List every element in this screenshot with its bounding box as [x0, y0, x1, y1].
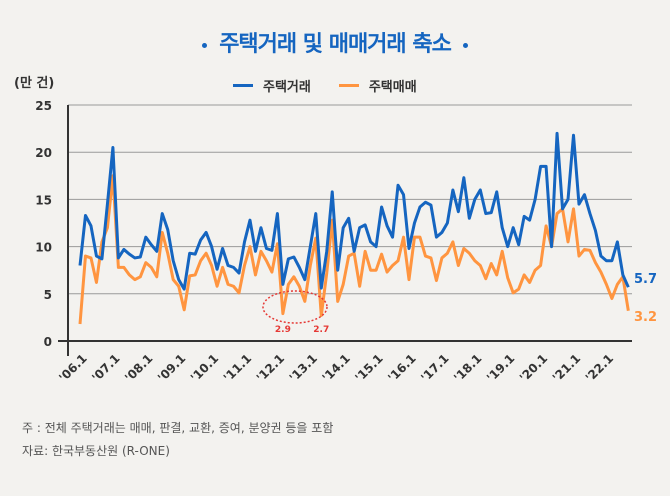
x-tick-label: '08.1 — [122, 351, 155, 384]
series-line-1 — [78, 131, 630, 291]
x-tick-label: '10.1 — [188, 351, 221, 384]
x-tick-label: '13.1 — [287, 351, 320, 384]
y-tick-label: 0 — [44, 335, 52, 349]
legend-label: 주택거래 — [263, 80, 311, 95]
annotation-label: 2.9 — [275, 325, 291, 335]
chart-title: 주택거래 및 매매거래 축소 — [0, 26, 670, 58]
legend-item-series2: 주택매매 — [338, 76, 417, 95]
x-tick-label: '20.1 — [517, 351, 550, 384]
y-tick-label: 25 — [35, 99, 52, 113]
x-tick-label: '19.1 — [484, 351, 517, 384]
x-tick-label: '06.1 — [56, 351, 89, 384]
legend-label: 주택매매 — [368, 80, 417, 95]
x-tick-label: '16.1 — [385, 351, 418, 384]
annotation-label: 2.7 — [313, 325, 329, 335]
y-tick-label: 10 — [35, 241, 52, 255]
bullet-icon — [202, 42, 208, 48]
legend-swatch — [233, 84, 253, 87]
legend-swatch — [338, 84, 359, 87]
x-tick-label: '17.1 — [418, 351, 451, 384]
y-tick-label: 5 — [44, 288, 52, 302]
y-tick-label: 15 — [35, 193, 52, 207]
y-tick-label: 20 — [35, 146, 52, 160]
x-tick-label: '15.1 — [352, 351, 385, 384]
legend-item-series1: 주택거래 — [233, 76, 311, 95]
x-tick-label: '14.1 — [319, 351, 352, 384]
x-tick-label: '21.1 — [550, 351, 583, 384]
source-text: 자료: 한국부동산원 (R-ONE) — [22, 444, 170, 458]
footnotes: 주 : 전체 주택거래는 매매, 판결, 교환, 증여, 분양권 등을 포함 자… — [22, 417, 333, 463]
note-text: 주 : 전체 주택거래는 매매, 판결, 교환, 증여, 분양권 등을 포함 — [22, 421, 334, 435]
x-tick-label: '09.1 — [155, 351, 188, 384]
x-tick-label: '11.1 — [221, 351, 254, 384]
x-tick-label: '12.1 — [254, 351, 287, 384]
end-value-label: 5.7 — [634, 272, 657, 287]
line-chart: 0 5 10 15 20 25 '06.1'07.1'08.1'09.1'10.1'11.1… — [35, 99, 657, 385]
x-tick-label: '18.1 — [451, 351, 484, 384]
bullet-icon — [462, 42, 468, 48]
y-unit-label: (만 건) — [14, 76, 55, 91]
x-tick-label: '22.1 — [583, 351, 616, 384]
title-text: 주택거래 및 매매거래 축소 — [219, 32, 452, 57]
annotation-ellipse — [262, 290, 328, 324]
x-tick-label: '07.1 — [89, 351, 122, 384]
end-value-label: 3.2 — [634, 310, 657, 325]
legend: 주택거래 주택매매 — [233, 76, 417, 95]
